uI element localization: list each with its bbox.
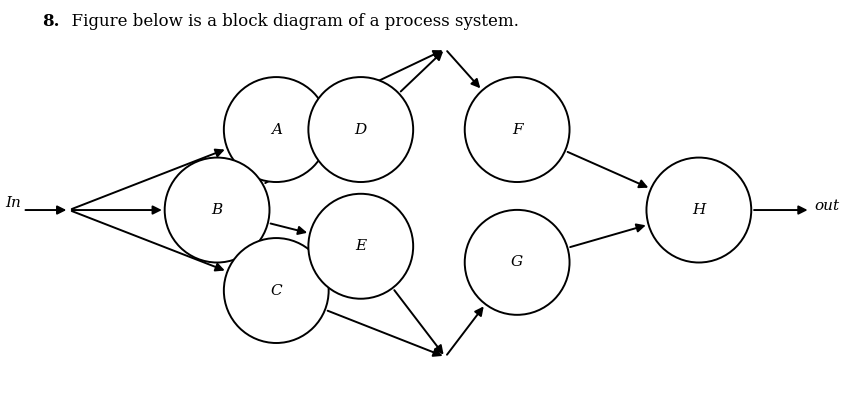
Text: F: F bbox=[512, 122, 523, 137]
Text: H: H bbox=[692, 203, 705, 217]
Ellipse shape bbox=[308, 194, 414, 299]
Text: E: E bbox=[355, 239, 366, 253]
Ellipse shape bbox=[165, 157, 269, 262]
Text: Figure below is a block diagram of a process system.: Figure below is a block diagram of a pro… bbox=[61, 13, 518, 30]
Text: 8.: 8. bbox=[42, 13, 59, 30]
Text: In: In bbox=[5, 196, 21, 210]
Ellipse shape bbox=[308, 77, 414, 182]
Text: B: B bbox=[211, 203, 223, 217]
Text: C: C bbox=[270, 284, 282, 297]
Ellipse shape bbox=[224, 238, 329, 343]
Text: out: out bbox=[814, 199, 840, 213]
Text: A: A bbox=[271, 122, 281, 137]
Ellipse shape bbox=[646, 157, 752, 262]
Text: G: G bbox=[511, 255, 523, 269]
Ellipse shape bbox=[465, 210, 570, 315]
Text: D: D bbox=[354, 122, 367, 137]
Ellipse shape bbox=[465, 77, 570, 182]
Ellipse shape bbox=[224, 77, 329, 182]
